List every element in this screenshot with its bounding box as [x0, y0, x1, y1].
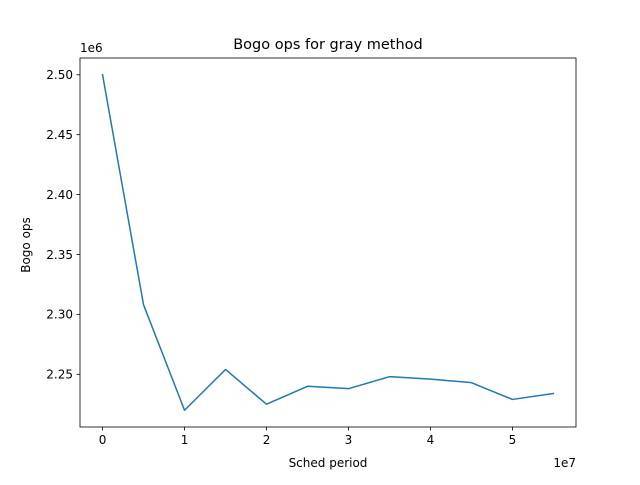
- x-offset-label: 1e7: [553, 456, 576, 470]
- y-axis-label: Bogo ops: [19, 217, 33, 273]
- y-tick-label: 2.45: [46, 128, 73, 142]
- chart-title: Bogo ops for gray method: [233, 37, 423, 53]
- y-tick-label: 2.50: [46, 68, 73, 82]
- y-tick-label: 2.25: [46, 368, 73, 382]
- y-tick-label: 2.40: [46, 188, 73, 202]
- x-tick-label: 3: [345, 433, 353, 447]
- y-offset-label: 1e6: [80, 41, 103, 55]
- x-tick-label: 2: [263, 433, 271, 447]
- x-tick-label: 5: [509, 433, 517, 447]
- y-tick-label: 2.30: [46, 308, 73, 322]
- y-tick-label: 2.35: [46, 248, 73, 262]
- x-tick-label: 4: [427, 433, 435, 447]
- x-tick-label: 0: [99, 433, 107, 447]
- x-axis-label: Sched period: [289, 456, 368, 470]
- x-tick-label: 1: [181, 433, 189, 447]
